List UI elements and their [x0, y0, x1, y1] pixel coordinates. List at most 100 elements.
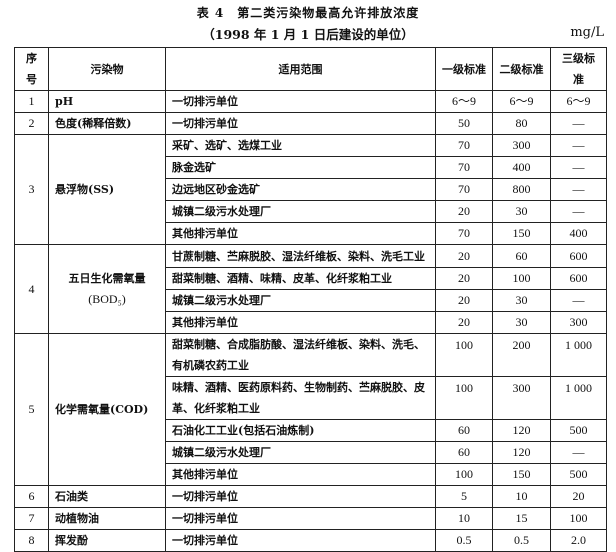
pollutant-table: 序号 污染物 适用范围 一级标准 二级标准 三级标准 1 pH 一切排污单位 6～9 6…: [14, 47, 607, 552]
pollutant-cell: 色度(稀释倍数): [48, 112, 166, 135]
scope-cell: 一切排污单位: [165, 529, 436, 552]
level3-value: —: [550, 200, 607, 223]
pollutant-name: pH: [55, 95, 74, 108]
level2-value: 200: [492, 333, 551, 377]
level3-value: —: [550, 134, 607, 157]
level3-value: 600: [550, 267, 607, 290]
table-row: 其他排污单位 70 150 400: [15, 222, 607, 245]
pollutant-abbr: (BOD₅): [88, 292, 126, 306]
pollutant-cell: 石油类: [48, 485, 166, 508]
pollutant-name: 挥发酚: [55, 534, 88, 547]
level1-value: 20: [435, 311, 493, 334]
level1-value: 60: [435, 441, 493, 464]
level3-value: 400: [550, 222, 607, 245]
level2-value: 800: [492, 178, 551, 201]
scope-cell: 一切排污单位: [165, 90, 436, 113]
pollutant-name: 化学需氧量(COD): [55, 403, 149, 416]
level2-value: 6～9: [492, 90, 551, 113]
scope-cell: 城镇二级污水处理厂: [165, 441, 436, 464]
scope-cell: 味精、酒精、医药原料药、生物制药、苎麻脱胶、皮革、化纤浆粕工业: [165, 376, 436, 420]
table-row: 5 化学需氧量(COD) 甜菜制糖、合成脂肪酸、湿法纤维板、染料、洗毛、有机磷农药工…: [14, 333, 607, 486]
level3-value: 2.0: [550, 529, 607, 552]
seq-cell: 6: [14, 485, 49, 508]
level3-value: 500: [550, 419, 607, 442]
pollutant-cell: pH: [48, 90, 166, 113]
scope-cell: 其他排污单位: [165, 463, 436, 486]
seq-cell: 3: [14, 134, 49, 245]
level3-value: —: [550, 441, 607, 464]
table-row: 甜菜制糖、酒精、味精、皮革、化纤浆粕工业 20 100 600: [15, 267, 607, 290]
level3-value: 1 000: [550, 376, 607, 420]
table-row: 石油化工工业(包括石油炼制) 60 120 500: [15, 419, 607, 442]
pollutant-cell: 挥发酚: [48, 529, 166, 552]
level3-value: 500: [550, 463, 607, 486]
table-row: 其他排污单位 100 150 500: [15, 463, 607, 486]
table-row: 1 pH 一切排污单位 6～9 6～9 6～9: [14, 90, 607, 113]
seq-cell: 7: [14, 507, 49, 530]
unit-label: mg/L: [570, 25, 604, 40]
scope-cell: 一切排污单位: [165, 507, 436, 530]
level2-value: 300: [492, 134, 551, 157]
seq-cell: 2: [14, 112, 49, 135]
level2-value: 15: [492, 507, 551, 530]
pollutant-name: 石油类: [55, 490, 88, 503]
level3-value: —: [550, 112, 607, 135]
scope-cell: 采矿、选矿、选煤工业: [165, 134, 436, 157]
pollutant-name: 悬浮物(SS): [55, 183, 115, 196]
level1-value: 20: [435, 267, 493, 290]
table-row: 8 挥发酚 一切排污单位 0.5 0.5 2.0: [14, 529, 607, 552]
level1-value: 0.5: [435, 529, 493, 552]
level2-value: 0.5: [492, 529, 551, 552]
pollutant-name: 动植物油: [55, 512, 99, 525]
level2-value: 30: [492, 200, 551, 223]
scope-cell: 一切排污单位: [165, 112, 436, 135]
level1-value: 100: [435, 376, 493, 420]
scope-cell: 甜菜制糖、酒精、味精、皮革、化纤浆粕工业: [165, 267, 436, 290]
level1-value: 100: [435, 463, 493, 486]
pollutant-cell: 化学需氧量(COD): [48, 333, 166, 486]
scope-cell: 城镇二级污水处理厂: [165, 200, 436, 223]
scope-cell: 脉金选矿: [165, 156, 436, 179]
pollutant-name: 色度(稀释倍数): [55, 117, 132, 130]
level2-value: 100: [492, 267, 551, 290]
level3-value: 1 000: [550, 333, 607, 377]
table-row: 6 石油类 一切排污单位 5 10 20: [14, 485, 607, 508]
level2-value: 120: [492, 441, 551, 464]
table-row: 3 悬浮物(SS) 采矿、选矿、选煤工业 70 300—: [14, 134, 607, 245]
level1-value: 60: [435, 419, 493, 442]
level2-value: 80: [492, 112, 551, 135]
scope-cell: 一切排污单位: [165, 485, 436, 508]
level3-value: 100: [550, 507, 607, 530]
seq-cell: 8: [14, 529, 49, 552]
level1-value: 20: [435, 289, 493, 312]
scope-cell: 其他排污单位: [165, 222, 436, 245]
pollutant-name: 五日生化需氧量: [68, 272, 146, 285]
table-row: 2 色度(稀释倍数) 一切排污单位 50 80—: [14, 112, 607, 135]
table-row: 城镇二级污水处理厂 20 30—: [15, 200, 607, 223]
level2-value: 60: [492, 244, 551, 268]
scope-cell: 城镇二级污水处理厂: [165, 289, 436, 312]
level1-value: 20: [435, 200, 493, 223]
header-level1: 一级标准: [435, 47, 493, 91]
scope-cell: 石油化工工业(包括石油炼制): [165, 419, 436, 442]
header-row: 序号 污染物 适用范围 一级标准 二级标准 三级标准: [14, 47, 607, 91]
table-row: 城镇二级污水处理厂 60 120—: [15, 441, 607, 464]
level1-value: 50: [435, 112, 493, 135]
level3-value: —: [550, 178, 607, 201]
level1-value: 20: [435, 244, 493, 268]
pollutant-cell: 动植物油: [48, 507, 166, 530]
level3-value: —: [550, 289, 607, 312]
level2-value: 10: [492, 485, 551, 508]
table-row: 其他排污单位 20 30 300: [15, 311, 607, 334]
level2-value: 150: [492, 222, 551, 245]
table-row: 7 动植物油 一切排污单位 10 15 100: [14, 507, 607, 530]
header-pollutant: 污染物: [48, 47, 166, 91]
level1-value: 70: [435, 222, 493, 245]
table-row: 4 五日生化需氧量 (BOD₅) 甘蔗制糖、苎麻脱胶、湿法纤维板、染料、洗毛工业 20 6…: [14, 244, 607, 334]
level2-value: 30: [492, 311, 551, 334]
header-scope: 适用范围: [165, 47, 436, 91]
level2-value: 400: [492, 156, 551, 179]
pollutant-cell: 五日生化需氧量 (BOD₅): [48, 244, 166, 334]
level3-value: —: [550, 156, 607, 179]
level3-value: 20: [550, 485, 607, 508]
